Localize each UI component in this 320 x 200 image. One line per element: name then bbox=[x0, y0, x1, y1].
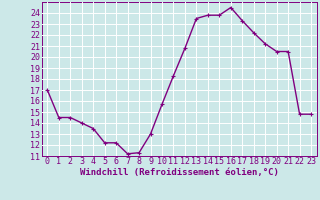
X-axis label: Windchill (Refroidissement éolien,°C): Windchill (Refroidissement éolien,°C) bbox=[80, 168, 279, 177]
